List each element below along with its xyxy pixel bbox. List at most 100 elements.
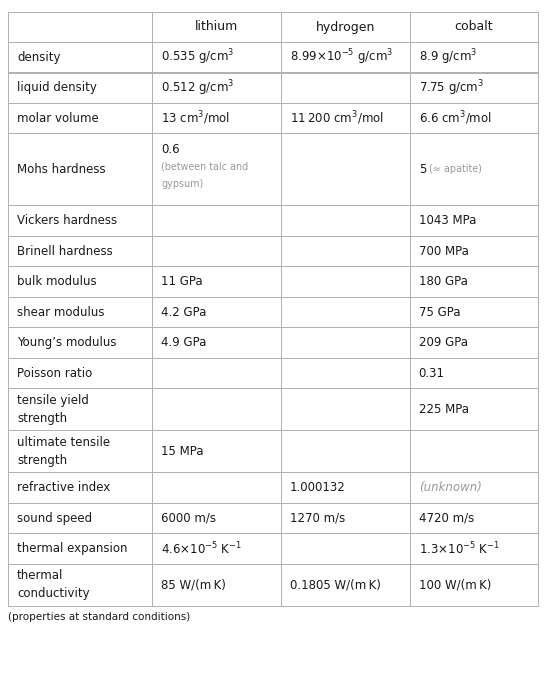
Bar	[410, 266, 538, 297]
Text: 8.9 g/cm$^{3}$: 8.9 g/cm$^{3}$	[419, 47, 477, 67]
Bar	[8, 12, 152, 42]
Text: 209 GPa: 209 GPa	[419, 336, 468, 349]
Text: gypsum): gypsum)	[161, 179, 204, 189]
Bar	[8, 533, 152, 564]
Bar	[410, 328, 538, 358]
Bar	[8, 389, 152, 430]
Bar	[281, 503, 410, 533]
Bar	[152, 533, 281, 564]
Bar	[410, 206, 538, 236]
Bar	[152, 133, 281, 206]
Text: 6000 m/s: 6000 m/s	[161, 512, 216, 525]
Bar	[410, 533, 538, 564]
Bar	[410, 564, 538, 606]
Text: 4.2 GPa: 4.2 GPa	[161, 306, 206, 319]
Bar	[410, 358, 538, 389]
Text: (≈ apatite): (≈ apatite)	[429, 165, 482, 174]
Text: density: density	[17, 51, 61, 64]
Text: (between talc and: (between talc and	[161, 162, 248, 171]
Bar	[8, 133, 152, 206]
Bar	[8, 430, 152, 473]
Bar	[8, 72, 152, 103]
Text: lithium: lithium	[195, 20, 238, 33]
Text: 1.000132: 1.000132	[290, 482, 346, 494]
Text: 75 GPa: 75 GPa	[419, 306, 460, 319]
Text: liquid density: liquid density	[17, 81, 97, 94]
Bar	[152, 236, 281, 266]
Text: cobalt: cobalt	[455, 20, 493, 33]
Bar	[410, 72, 538, 103]
Text: 4720 m/s: 4720 m/s	[419, 512, 474, 525]
Bar	[281, 389, 410, 430]
Bar	[152, 297, 281, 328]
Bar	[281, 103, 410, 133]
Bar	[152, 473, 281, 503]
Text: 1043 MPa: 1043 MPa	[419, 214, 476, 227]
Bar	[152, 12, 281, 42]
Text: Mohs hardness: Mohs hardness	[17, 163, 105, 176]
Text: 0.535 g/cm$^{3}$: 0.535 g/cm$^{3}$	[161, 47, 235, 67]
Text: 13 cm$^{3}$/mol: 13 cm$^{3}$/mol	[161, 109, 230, 127]
Bar	[152, 430, 281, 473]
Bar	[8, 297, 152, 328]
Bar	[410, 473, 538, 503]
Bar	[281, 133, 410, 206]
Bar	[410, 430, 538, 473]
Bar	[8, 42, 152, 72]
Bar	[8, 503, 152, 533]
Bar	[8, 236, 152, 266]
Text: 225 MPa: 225 MPa	[419, 403, 468, 416]
Text: (unknown): (unknown)	[419, 482, 482, 494]
Bar	[410, 12, 538, 42]
Text: (properties at standard conditions): (properties at standard conditions)	[8, 612, 190, 622]
Bar	[410, 103, 538, 133]
Text: hydrogen: hydrogen	[316, 20, 375, 33]
Bar	[410, 503, 538, 533]
Bar	[281, 206, 410, 236]
Bar	[281, 12, 410, 42]
Text: shear modulus: shear modulus	[17, 306, 104, 319]
Text: 1270 m/s: 1270 m/s	[290, 512, 345, 525]
Bar	[152, 328, 281, 358]
Text: bulk modulus: bulk modulus	[17, 275, 97, 288]
Bar	[410, 133, 538, 206]
Text: 11 GPa: 11 GPa	[161, 275, 203, 288]
Text: molar volume: molar volume	[17, 112, 99, 125]
Bar	[8, 206, 152, 236]
Bar	[8, 328, 152, 358]
Text: 6.6 cm$^{3}$/mol: 6.6 cm$^{3}$/mol	[419, 109, 491, 127]
Bar	[410, 389, 538, 430]
Text: 5: 5	[419, 163, 426, 176]
Text: 0.512 g/cm$^{3}$: 0.512 g/cm$^{3}$	[161, 78, 235, 98]
Bar	[281, 533, 410, 564]
Bar	[152, 389, 281, 430]
Text: 0.6: 0.6	[161, 143, 180, 156]
Bar	[281, 297, 410, 328]
Bar	[152, 564, 281, 606]
Bar	[281, 473, 410, 503]
Text: 11 200 cm$^{3}$/mol: 11 200 cm$^{3}$/mol	[290, 109, 384, 127]
Text: 1.3×10$^{−5}$ K$^{−1}$: 1.3×10$^{−5}$ K$^{−1}$	[419, 540, 500, 557]
Text: 100 W/(m K): 100 W/(m K)	[419, 579, 491, 591]
Bar	[152, 206, 281, 236]
Text: 180 GPa: 180 GPa	[419, 275, 467, 288]
Bar	[8, 103, 152, 133]
Bar	[281, 328, 410, 358]
Bar	[410, 236, 538, 266]
Text: 700 MPa: 700 MPa	[419, 245, 468, 257]
Bar	[281, 564, 410, 606]
Text: Young’s modulus: Young’s modulus	[17, 336, 116, 349]
Bar	[281, 72, 410, 103]
Text: refractive index: refractive index	[17, 482, 110, 494]
Text: 15 MPa: 15 MPa	[161, 445, 204, 458]
Text: 0.1805 W/(m K): 0.1805 W/(m K)	[290, 579, 381, 591]
Bar	[410, 42, 538, 72]
Bar	[152, 266, 281, 297]
Bar	[152, 72, 281, 103]
Text: 7.75 g/cm$^{3}$: 7.75 g/cm$^{3}$	[419, 78, 484, 98]
Text: Poisson ratio: Poisson ratio	[17, 367, 92, 380]
Text: thermal expansion: thermal expansion	[17, 542, 128, 555]
Bar	[281, 42, 410, 72]
Bar	[152, 103, 281, 133]
Bar	[152, 358, 281, 389]
